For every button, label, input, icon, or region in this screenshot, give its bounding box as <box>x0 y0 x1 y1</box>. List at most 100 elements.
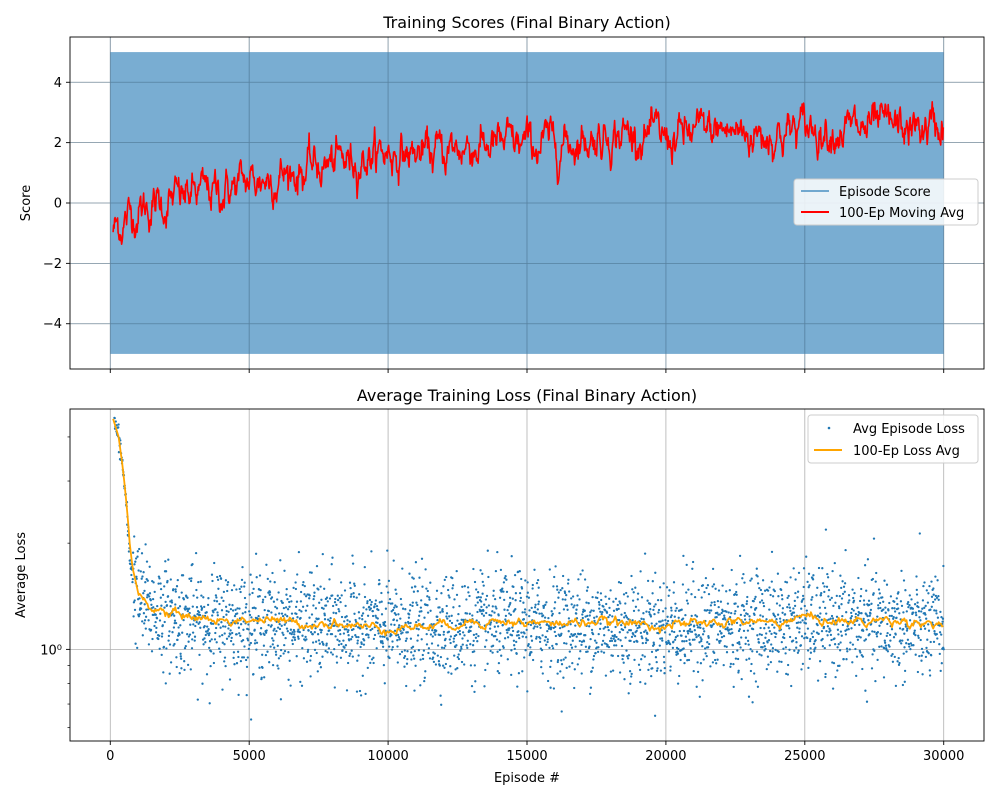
avg-loss-point <box>291 639 294 642</box>
avg-loss-point <box>349 595 353 598</box>
avg-loss-point <box>608 613 611 617</box>
avg-loss-point <box>810 598 813 601</box>
avg-loss-point <box>778 617 782 620</box>
avg-loss-point <box>361 612 365 615</box>
avg-loss-point <box>788 606 791 609</box>
avg-loss-point <box>930 580 933 583</box>
avg-loss-point <box>544 635 548 639</box>
avg-loss-point <box>760 633 763 637</box>
avg-loss-point <box>633 658 636 662</box>
avg-loss-point <box>857 614 860 617</box>
avg-loss-point <box>615 635 618 639</box>
avg-loss-point <box>248 610 251 613</box>
avg-loss-point <box>428 598 431 601</box>
avg-loss-point <box>457 653 460 656</box>
avg-loss-point <box>587 602 590 605</box>
avg-loss-point <box>711 585 714 588</box>
avg-loss-point <box>524 649 527 652</box>
avg-loss-point <box>245 665 249 669</box>
avg-loss-point <box>568 665 571 668</box>
avg-loss-point <box>554 625 557 629</box>
avg-loss-point <box>461 631 465 634</box>
avg-loss-point <box>512 639 516 642</box>
avg-loss-point <box>895 597 898 600</box>
avg-loss-point <box>146 593 150 596</box>
avg-loss-point <box>140 552 144 555</box>
avg-loss-point <box>810 632 813 635</box>
avg-loss-point <box>536 608 539 611</box>
avg-loss-point <box>700 638 703 641</box>
avg-loss-point <box>356 659 359 662</box>
avg-loss-point <box>741 649 745 652</box>
avg-loss-point <box>326 600 329 603</box>
avg-loss-point <box>652 608 655 612</box>
avg-loss-point <box>845 628 848 631</box>
avg-loss-point <box>515 634 519 637</box>
avg-loss-point <box>298 630 301 634</box>
avg-loss-point <box>829 633 833 637</box>
avg-loss-point <box>929 640 932 644</box>
avg-loss-point <box>868 603 871 607</box>
avg-loss-point <box>701 584 705 587</box>
avg-loss-point <box>788 635 792 639</box>
avg-loss-point <box>592 658 595 661</box>
avg-loss-point <box>400 603 403 606</box>
avg-loss-point <box>611 615 614 618</box>
avg-loss-point <box>829 617 832 620</box>
avg-loss-point <box>506 658 509 661</box>
avg-loss-point <box>313 631 316 634</box>
avg-loss-point <box>372 637 376 641</box>
avg-loss-point <box>781 611 784 614</box>
avg-loss-point <box>566 582 570 585</box>
avg-loss-point <box>368 654 371 658</box>
avg-loss-point <box>460 645 463 648</box>
avg-loss-point <box>290 632 293 636</box>
avg-loss-point <box>371 609 374 613</box>
avg-loss-point <box>413 649 416 653</box>
avg-loss-point <box>713 658 717 662</box>
avg-loss-point <box>746 595 749 599</box>
avg-loss-point <box>545 623 549 626</box>
avg-loss-point <box>742 605 745 608</box>
avg-loss-point <box>403 654 407 658</box>
avg-loss-point <box>351 562 355 565</box>
avg-loss-point <box>781 607 785 610</box>
avg-loss-point <box>406 657 409 661</box>
avg-loss-point <box>737 629 741 633</box>
avg-loss-point <box>355 635 358 639</box>
avg-loss-point <box>503 637 507 640</box>
avg-loss-point <box>139 607 143 610</box>
avg-loss-point <box>777 650 780 653</box>
avg-loss-point <box>557 591 561 594</box>
avg-loss-point <box>276 664 279 667</box>
avg-loss-point <box>920 659 923 662</box>
avg-loss-point <box>633 640 636 644</box>
score-y-tick-label: 0 <box>54 197 62 212</box>
avg-loss-point <box>364 692 367 696</box>
avg-loss-point <box>448 596 451 599</box>
avg-loss-point <box>773 626 776 629</box>
loss-x-tick-label: 25000 <box>784 749 825 764</box>
avg-loss-point <box>370 550 373 553</box>
avg-loss-point <box>776 572 780 575</box>
avg-loss-point <box>460 660 464 664</box>
avg-loss-point <box>775 602 779 605</box>
avg-loss-point <box>932 593 935 596</box>
avg-loss-point <box>730 627 733 631</box>
avg-loss-point <box>158 634 161 637</box>
avg-loss-point <box>132 615 135 618</box>
avg-loss-point <box>195 588 198 592</box>
avg-loss-point <box>466 646 469 650</box>
avg-loss-point <box>323 587 326 590</box>
avg-loss-point <box>356 639 359 642</box>
avg-loss-point <box>113 416 116 420</box>
avg-loss-point <box>219 650 222 654</box>
avg-loss-point <box>353 612 356 615</box>
avg-loss-point <box>378 601 381 604</box>
avg-loss-point <box>198 613 202 617</box>
avg-loss-point <box>864 689 867 692</box>
avg-loss-point <box>890 628 894 631</box>
avg-loss-point <box>738 554 742 558</box>
avg-loss-point <box>186 663 190 667</box>
avg-loss-point <box>720 635 724 639</box>
